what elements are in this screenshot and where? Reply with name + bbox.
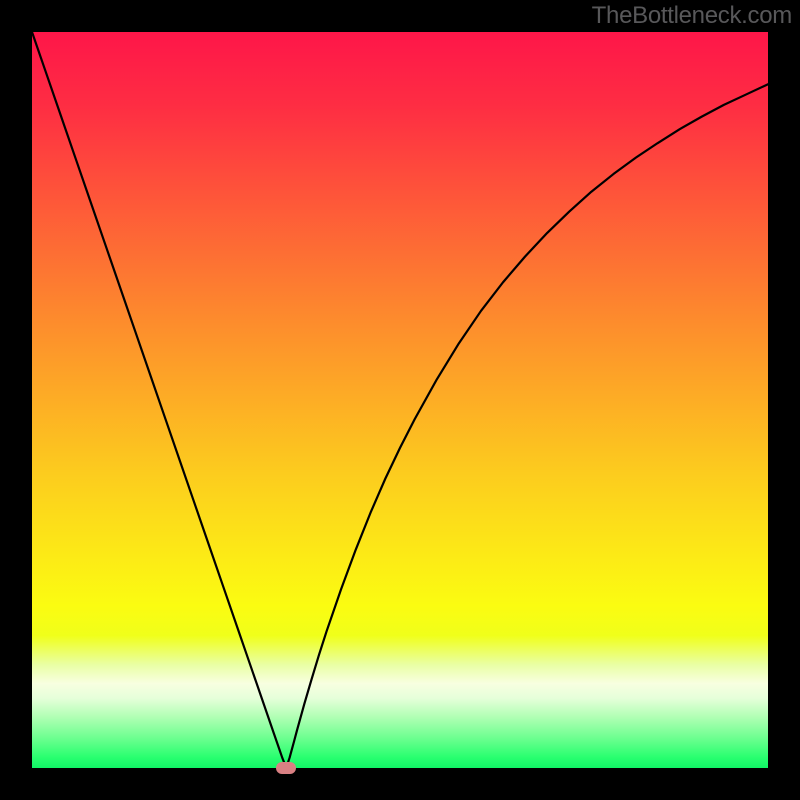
optimal-point-marker [276,762,296,774]
chart-container: { "watermark": { "text": "TheBottleneck.… [0,0,800,800]
plot-area [32,32,768,768]
bottleneck-curve [32,32,768,768]
watermark-text: TheBottleneck.com [592,2,792,30]
